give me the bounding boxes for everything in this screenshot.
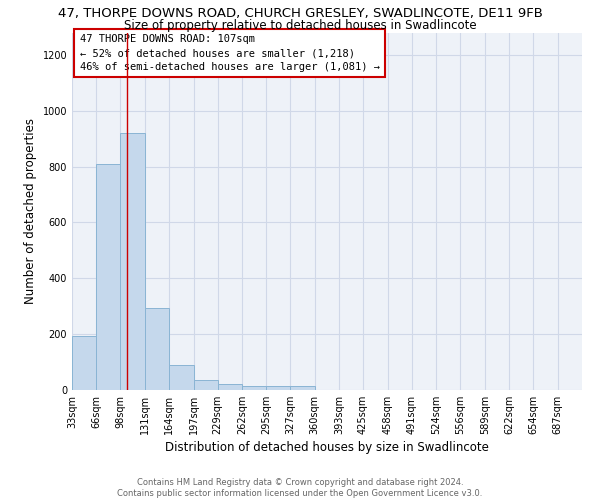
- Bar: [290, 386, 315, 390]
- Bar: [242, 386, 266, 390]
- Bar: [97, 164, 121, 390]
- Bar: [169, 366, 194, 390]
- X-axis label: Distribution of detached houses by size in Swadlincote: Distribution of detached houses by size …: [165, 441, 489, 454]
- Bar: [72, 336, 97, 390]
- Text: Contains HM Land Registry data © Crown copyright and database right 2024.
Contai: Contains HM Land Registry data © Crown c…: [118, 478, 482, 498]
- Bar: [266, 386, 291, 390]
- Bar: [194, 380, 218, 390]
- Bar: [218, 384, 242, 390]
- Text: 47, THORPE DOWNS ROAD, CHURCH GRESLEY, SWADLINCOTE, DE11 9FB: 47, THORPE DOWNS ROAD, CHURCH GRESLEY, S…: [58, 8, 542, 20]
- Bar: [120, 133, 145, 390]
- Text: 47 THORPE DOWNS ROAD: 107sqm
← 52% of detached houses are smaller (1,218)
46% of: 47 THORPE DOWNS ROAD: 107sqm ← 52% of de…: [80, 34, 380, 72]
- Bar: [145, 308, 169, 390]
- Y-axis label: Number of detached properties: Number of detached properties: [24, 118, 37, 304]
- Text: Size of property relative to detached houses in Swadlincote: Size of property relative to detached ho…: [124, 19, 476, 32]
